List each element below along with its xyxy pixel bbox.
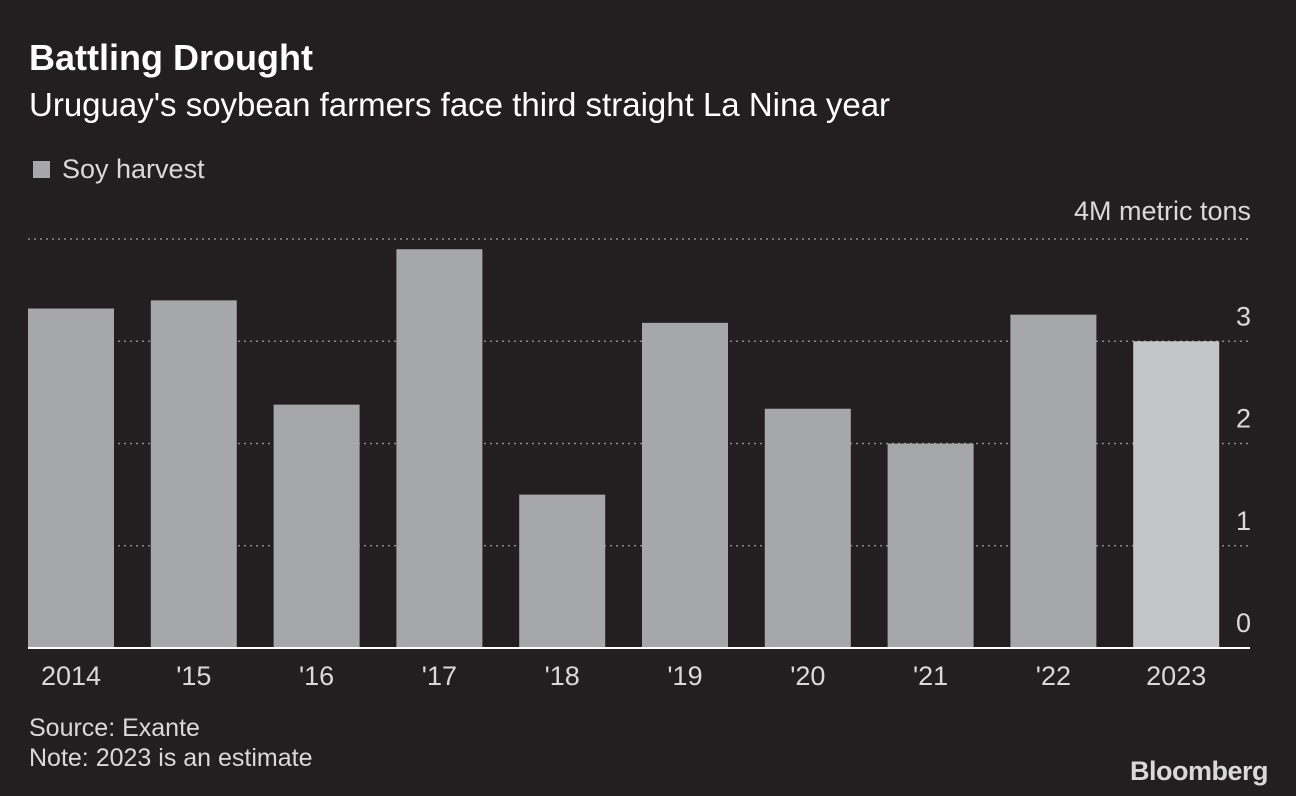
x-tick-label: '17 [422, 661, 457, 691]
bloomberg-logo: Bloomberg [1129, 756, 1269, 786]
bar-2014 [28, 308, 114, 648]
y-tick-label: 2 [1236, 404, 1251, 434]
footer-notes: Source: Exante Note: 2023 is an estimate [29, 713, 313, 773]
legend: Soy harvest [33, 154, 205, 185]
bar-18 [519, 494, 606, 648]
bar-16 [273, 404, 360, 648]
note-text: Note: 2023 is an estimate [29, 744, 313, 772]
bar-2023 [1133, 341, 1220, 648]
legend-label: Soy harvest [62, 154, 205, 184]
bar-21 [887, 443, 974, 648]
y-tick-label: 0 [1236, 608, 1251, 638]
chart-title: Battling Drought [29, 37, 313, 78]
x-tick-label: '18 [545, 661, 580, 691]
x-tick-label: '21 [913, 661, 948, 691]
chart-subtitle: Uruguay's soybean farmers face third str… [29, 86, 891, 123]
y-tick-label: 1 [1236, 506, 1251, 536]
x-tick-label: '22 [1036, 661, 1071, 691]
x-tick-label: '16 [299, 661, 334, 691]
legend-swatch [33, 161, 50, 178]
x-tick-label: '19 [667, 661, 702, 691]
x-tick-label: '15 [176, 661, 211, 691]
bar-19 [642, 322, 728, 648]
source-text: Source: Exante [29, 714, 200, 742]
bar-22 [1010, 314, 1097, 648]
bar-15 [150, 300, 237, 648]
bar-20 [764, 408, 851, 648]
x-tick-label: '20 [790, 661, 825, 691]
x-tick-label: 2014 [41, 661, 101, 691]
bar-17 [396, 249, 483, 648]
y-tick-label: 3 [1236, 301, 1251, 331]
y-axis-unit-label: 4M metric tons [1073, 196, 1251, 226]
x-tick-label: 2023 [1146, 661, 1206, 691]
